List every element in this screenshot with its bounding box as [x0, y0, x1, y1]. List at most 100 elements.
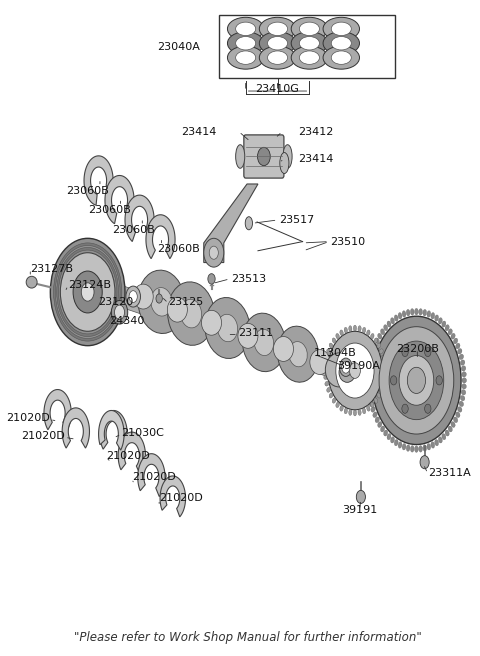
Ellipse shape	[325, 355, 329, 359]
Ellipse shape	[349, 326, 352, 331]
Polygon shape	[116, 283, 350, 384]
Ellipse shape	[340, 405, 343, 411]
Ellipse shape	[358, 326, 361, 331]
Ellipse shape	[283, 145, 292, 169]
Ellipse shape	[367, 390, 372, 395]
Ellipse shape	[435, 315, 439, 321]
Ellipse shape	[242, 313, 286, 372]
Ellipse shape	[26, 276, 37, 288]
Ellipse shape	[369, 354, 374, 359]
Ellipse shape	[459, 354, 464, 359]
Ellipse shape	[438, 437, 442, 443]
Ellipse shape	[367, 405, 370, 411]
Ellipse shape	[394, 315, 398, 321]
Ellipse shape	[228, 46, 264, 69]
Ellipse shape	[259, 31, 296, 54]
Ellipse shape	[324, 375, 328, 379]
Ellipse shape	[329, 343, 333, 348]
Ellipse shape	[423, 310, 427, 316]
Ellipse shape	[451, 333, 455, 339]
Ellipse shape	[374, 398, 378, 403]
Ellipse shape	[238, 323, 258, 348]
Ellipse shape	[425, 404, 431, 413]
Ellipse shape	[382, 375, 386, 379]
Text: 23200B: 23200B	[396, 344, 439, 354]
Ellipse shape	[415, 446, 418, 453]
Ellipse shape	[327, 349, 331, 354]
Text: 23040A: 23040A	[157, 41, 200, 52]
Text: 21020D: 21020D	[6, 413, 50, 423]
Ellipse shape	[406, 445, 410, 451]
Ellipse shape	[383, 368, 386, 373]
Ellipse shape	[398, 312, 402, 319]
Ellipse shape	[384, 325, 388, 331]
Ellipse shape	[344, 327, 348, 333]
Ellipse shape	[389, 341, 444, 420]
Ellipse shape	[377, 393, 381, 398]
Polygon shape	[62, 408, 89, 448]
Ellipse shape	[267, 37, 288, 50]
Ellipse shape	[371, 407, 375, 412]
Ellipse shape	[410, 308, 414, 315]
Ellipse shape	[202, 310, 222, 335]
Ellipse shape	[408, 367, 426, 394]
Ellipse shape	[427, 311, 431, 318]
Ellipse shape	[362, 327, 366, 333]
Ellipse shape	[280, 153, 289, 173]
Text: 23410G: 23410G	[256, 84, 300, 94]
Ellipse shape	[115, 305, 124, 319]
Ellipse shape	[73, 271, 102, 313]
Ellipse shape	[382, 361, 386, 366]
Ellipse shape	[381, 381, 385, 386]
Ellipse shape	[328, 331, 382, 410]
Ellipse shape	[344, 408, 348, 414]
Ellipse shape	[236, 22, 256, 35]
Polygon shape	[160, 476, 186, 517]
Ellipse shape	[323, 46, 360, 69]
Ellipse shape	[217, 314, 238, 342]
Ellipse shape	[324, 361, 328, 366]
Ellipse shape	[277, 326, 319, 382]
Ellipse shape	[384, 430, 388, 436]
FancyBboxPatch shape	[244, 135, 284, 178]
Ellipse shape	[205, 298, 250, 358]
Ellipse shape	[372, 316, 461, 445]
Ellipse shape	[254, 329, 274, 356]
Ellipse shape	[390, 376, 397, 385]
Polygon shape	[84, 156, 113, 205]
Ellipse shape	[133, 284, 153, 309]
Ellipse shape	[419, 445, 422, 452]
Ellipse shape	[402, 311, 406, 318]
Polygon shape	[125, 195, 154, 241]
Text: 39190A: 39190A	[337, 361, 380, 371]
Ellipse shape	[399, 356, 434, 405]
Ellipse shape	[180, 299, 202, 328]
Text: 23125: 23125	[168, 297, 204, 307]
Ellipse shape	[431, 312, 435, 319]
Text: 23127B: 23127B	[30, 264, 73, 274]
Ellipse shape	[377, 343, 381, 348]
Polygon shape	[146, 215, 175, 258]
Ellipse shape	[387, 321, 391, 327]
Ellipse shape	[331, 51, 351, 64]
Ellipse shape	[353, 325, 357, 331]
Ellipse shape	[151, 287, 172, 316]
Ellipse shape	[373, 412, 377, 417]
Ellipse shape	[358, 409, 361, 415]
Ellipse shape	[274, 337, 293, 361]
Ellipse shape	[156, 294, 162, 303]
Ellipse shape	[291, 17, 328, 41]
Ellipse shape	[462, 384, 467, 389]
Ellipse shape	[367, 330, 370, 336]
Ellipse shape	[460, 360, 465, 365]
Ellipse shape	[336, 402, 339, 407]
Ellipse shape	[462, 372, 467, 377]
Ellipse shape	[324, 368, 327, 373]
Ellipse shape	[228, 31, 264, 54]
Ellipse shape	[289, 342, 307, 367]
Ellipse shape	[356, 490, 365, 503]
Ellipse shape	[402, 348, 408, 357]
Ellipse shape	[461, 390, 466, 395]
Text: "Please refer to Work Shop Manual for further information": "Please refer to Work Shop Manual for fu…	[74, 630, 422, 644]
Ellipse shape	[454, 338, 458, 344]
